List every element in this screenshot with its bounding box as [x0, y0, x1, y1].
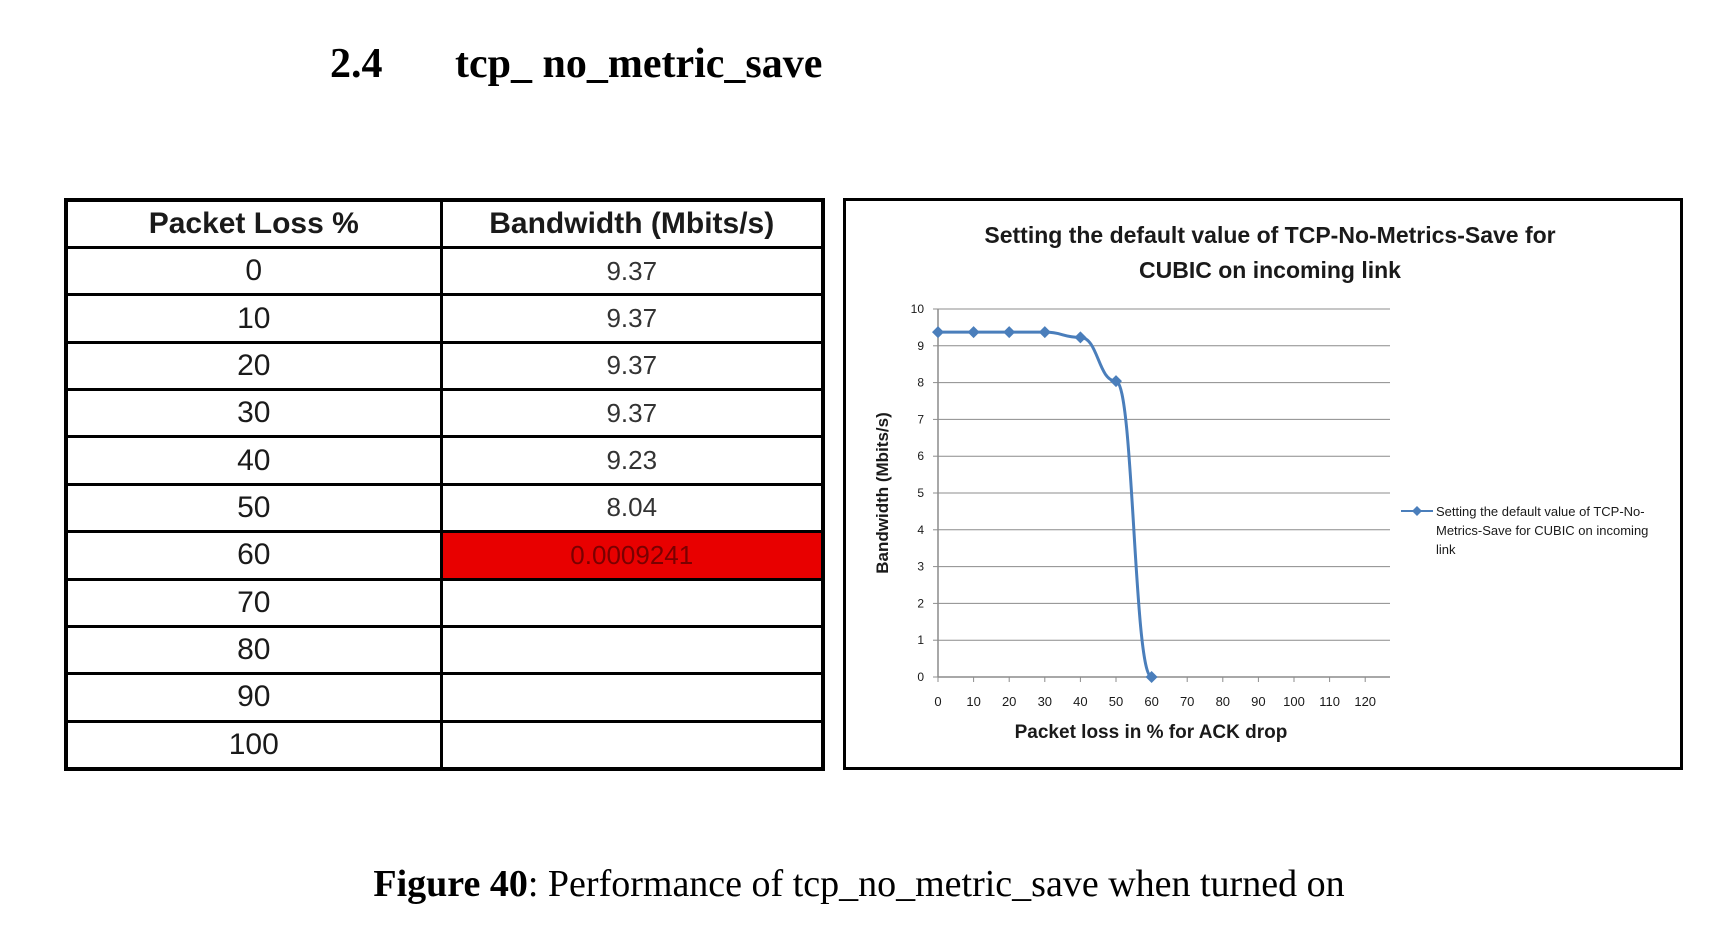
- packet-loss-cell: 20: [64, 340, 443, 392]
- bandwidth-cell: [439, 577, 825, 628]
- figure-caption-text: : Performance of tcp_no_metric_save when…: [527, 863, 1345, 905]
- x-tick-label: 110: [1319, 694, 1340, 709]
- bandwidth-cell: [439, 624, 825, 676]
- x-tick-label: 90: [1251, 694, 1265, 709]
- table-row: 100: [64, 719, 825, 771]
- y-tick-label: 5: [917, 486, 924, 500]
- legend-entry: link: [1436, 542, 1456, 557]
- figure-label: Figure 40: [373, 863, 528, 905]
- x-tick-label: 70: [1180, 694, 1194, 709]
- packet-loss-cell: 40: [64, 435, 443, 486]
- x-tick-label: 0: [934, 694, 941, 709]
- data-point: [1074, 331, 1087, 344]
- data-point: [1110, 375, 1122, 388]
- section-heading: 2.4 tcp_ no_metric_save: [330, 40, 822, 88]
- legend-entry: Setting the default value of TCP-No-: [1436, 504, 1645, 519]
- y-tick-label: 9: [917, 339, 924, 353]
- bandwidth-cell: 9.37: [439, 388, 825, 439]
- table-row: 90: [64, 672, 825, 723]
- packet-loss-cell: 0: [64, 245, 443, 297]
- header-bandwidth: Bandwidth (Mbits/s): [439, 198, 825, 249]
- packet-loss-cell: 30: [64, 388, 443, 439]
- bandwidth-line-chart: Setting the default value of TCP-No- Metr…: [873, 222, 1648, 743]
- bandwidth-cell: 9.37: [439, 245, 825, 297]
- x-tick-label: 30: [1038, 694, 1052, 709]
- x-axis-label: Packet loss in % for ACK drop: [1015, 722, 1288, 743]
- header-packet-loss: Packet Loss %: [64, 198, 443, 249]
- x-tick-label: 60: [1144, 694, 1158, 709]
- x-tick-label: 10: [966, 694, 980, 709]
- table-row: 60 0.0009241: [64, 530, 825, 581]
- bandwidth-cell: [439, 672, 825, 723]
- y-tick-label: 3: [917, 560, 924, 574]
- y-tick-label: 2: [917, 596, 924, 610]
- y-tick-label: 7: [917, 412, 924, 426]
- table-row: 40 9.23: [64, 435, 825, 486]
- table-row: 10 9.37: [64, 293, 825, 344]
- table-header-row: Packet Loss % Bandwidth (Mbits/s): [64, 198, 825, 249]
- bandwidth-cell: 8.04: [439, 482, 825, 534]
- packet-loss-cell: 90: [64, 672, 443, 723]
- packet-loss-cell: 10: [64, 293, 443, 344]
- packet-loss-cell: 70: [64, 577, 443, 628]
- table-row: 50 8.04: [64, 482, 825, 534]
- legend-marker: [1412, 506, 1422, 516]
- section-title: tcp_ no_metric_save: [455, 41, 823, 87]
- x-tick-label: 80: [1216, 694, 1230, 709]
- packet-loss-cell: 50: [64, 482, 443, 534]
- y-axis-label: Bandwidth (Mbits/s): [873, 412, 892, 573]
- table-row: 30 9.37: [64, 388, 825, 439]
- y-tick-label: 6: [917, 449, 924, 463]
- y-tick-label: 0: [917, 670, 924, 684]
- x-tick-label: 40: [1073, 694, 1087, 709]
- table-row: 80: [64, 624, 825, 676]
- data-point: [967, 326, 980, 339]
- chart-title: CUBIC on incoming link: [1139, 257, 1401, 283]
- data-point: [1038, 326, 1051, 339]
- y-tick-label: 4: [917, 523, 924, 537]
- table-row: 20 9.37: [64, 340, 825, 392]
- data-point: [1145, 670, 1158, 683]
- y-tick-label: 10: [911, 302, 925, 316]
- data-table: Packet Loss % Bandwidth (Mbits/s) 0 9.37 1…: [64, 198, 825, 771]
- x-tick-label: 20: [1002, 694, 1016, 709]
- packet-loss-cell: 100: [64, 719, 443, 771]
- bandwidth-cell: 9.37: [439, 340, 825, 392]
- table-row: 0 9.37: [64, 245, 825, 297]
- chart-title: Setting the default value of TCP-No-Metr…: [984, 222, 1555, 248]
- x-tick-label: 100: [1283, 694, 1305, 709]
- bandwidth-cell: 9.37: [439, 293, 825, 344]
- packet-loss-cell: 80: [64, 624, 443, 676]
- data-point: [1003, 326, 1016, 339]
- legend-entry: Metrics-Save for CUBIC on incoming: [1436, 523, 1648, 538]
- y-tick-label: 8: [917, 376, 924, 390]
- series-line: [938, 330, 1154, 679]
- x-tick-label: 50: [1109, 694, 1123, 709]
- bandwidth-cell: 9.23: [439, 435, 825, 486]
- bandwidth-cell: [439, 719, 825, 771]
- packet-loss-cell: 60: [64, 530, 443, 581]
- table-row: 70: [64, 577, 825, 628]
- figure-caption: Figure 40: Performance of tcp_no_metric_…: [0, 862, 1718, 906]
- x-tick-label: 120: [1354, 694, 1376, 709]
- y-tick-label: 1: [917, 633, 924, 647]
- data-point: [932, 326, 944, 339]
- bandwidth-cell-highlighted: 0.0009241: [439, 530, 825, 581]
- section-number: 2.4: [330, 41, 383, 87]
- chart-frame: Setting the default value of TCP-No- Metr…: [843, 198, 1683, 770]
